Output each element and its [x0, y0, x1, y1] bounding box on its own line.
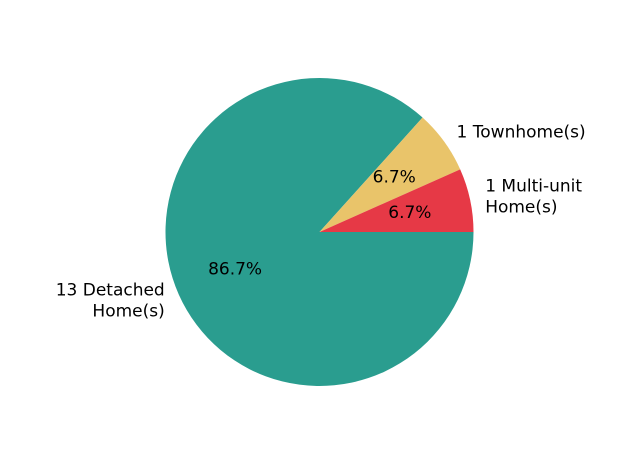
pie-category-label-line: 13 Detached [56, 280, 165, 300]
pie-category-label-2: 1 Multi-unit Home(s) [485, 176, 582, 217]
pie-category-label-line: 1 Townhome(s) [457, 122, 586, 142]
pie-category-label-line: 1 Multi-unit [485, 176, 582, 196]
pie-percent-label-1: 6.7% [373, 168, 416, 188]
pie-percent-label-2: 6.7% [388, 203, 431, 223]
pie-slice-2 [319, 169, 474, 232]
pie-category-label-line: Home(s) [92, 301, 164, 321]
pie-percent-label-0: 86.7% [208, 260, 262, 280]
pie-category-label-1: 1 Townhome(s) [457, 122, 586, 142]
pie-category-label-line: Home(s) [485, 197, 557, 217]
pie-slice-1 [319, 117, 461, 232]
pie-labels: 86.7%13 Detached Home(s)6.7%1 Townhome(s)… [56, 122, 586, 321]
pie-category-label-0: 13 Detached Home(s) [56, 280, 165, 321]
pie-slices [165, 78, 474, 387]
